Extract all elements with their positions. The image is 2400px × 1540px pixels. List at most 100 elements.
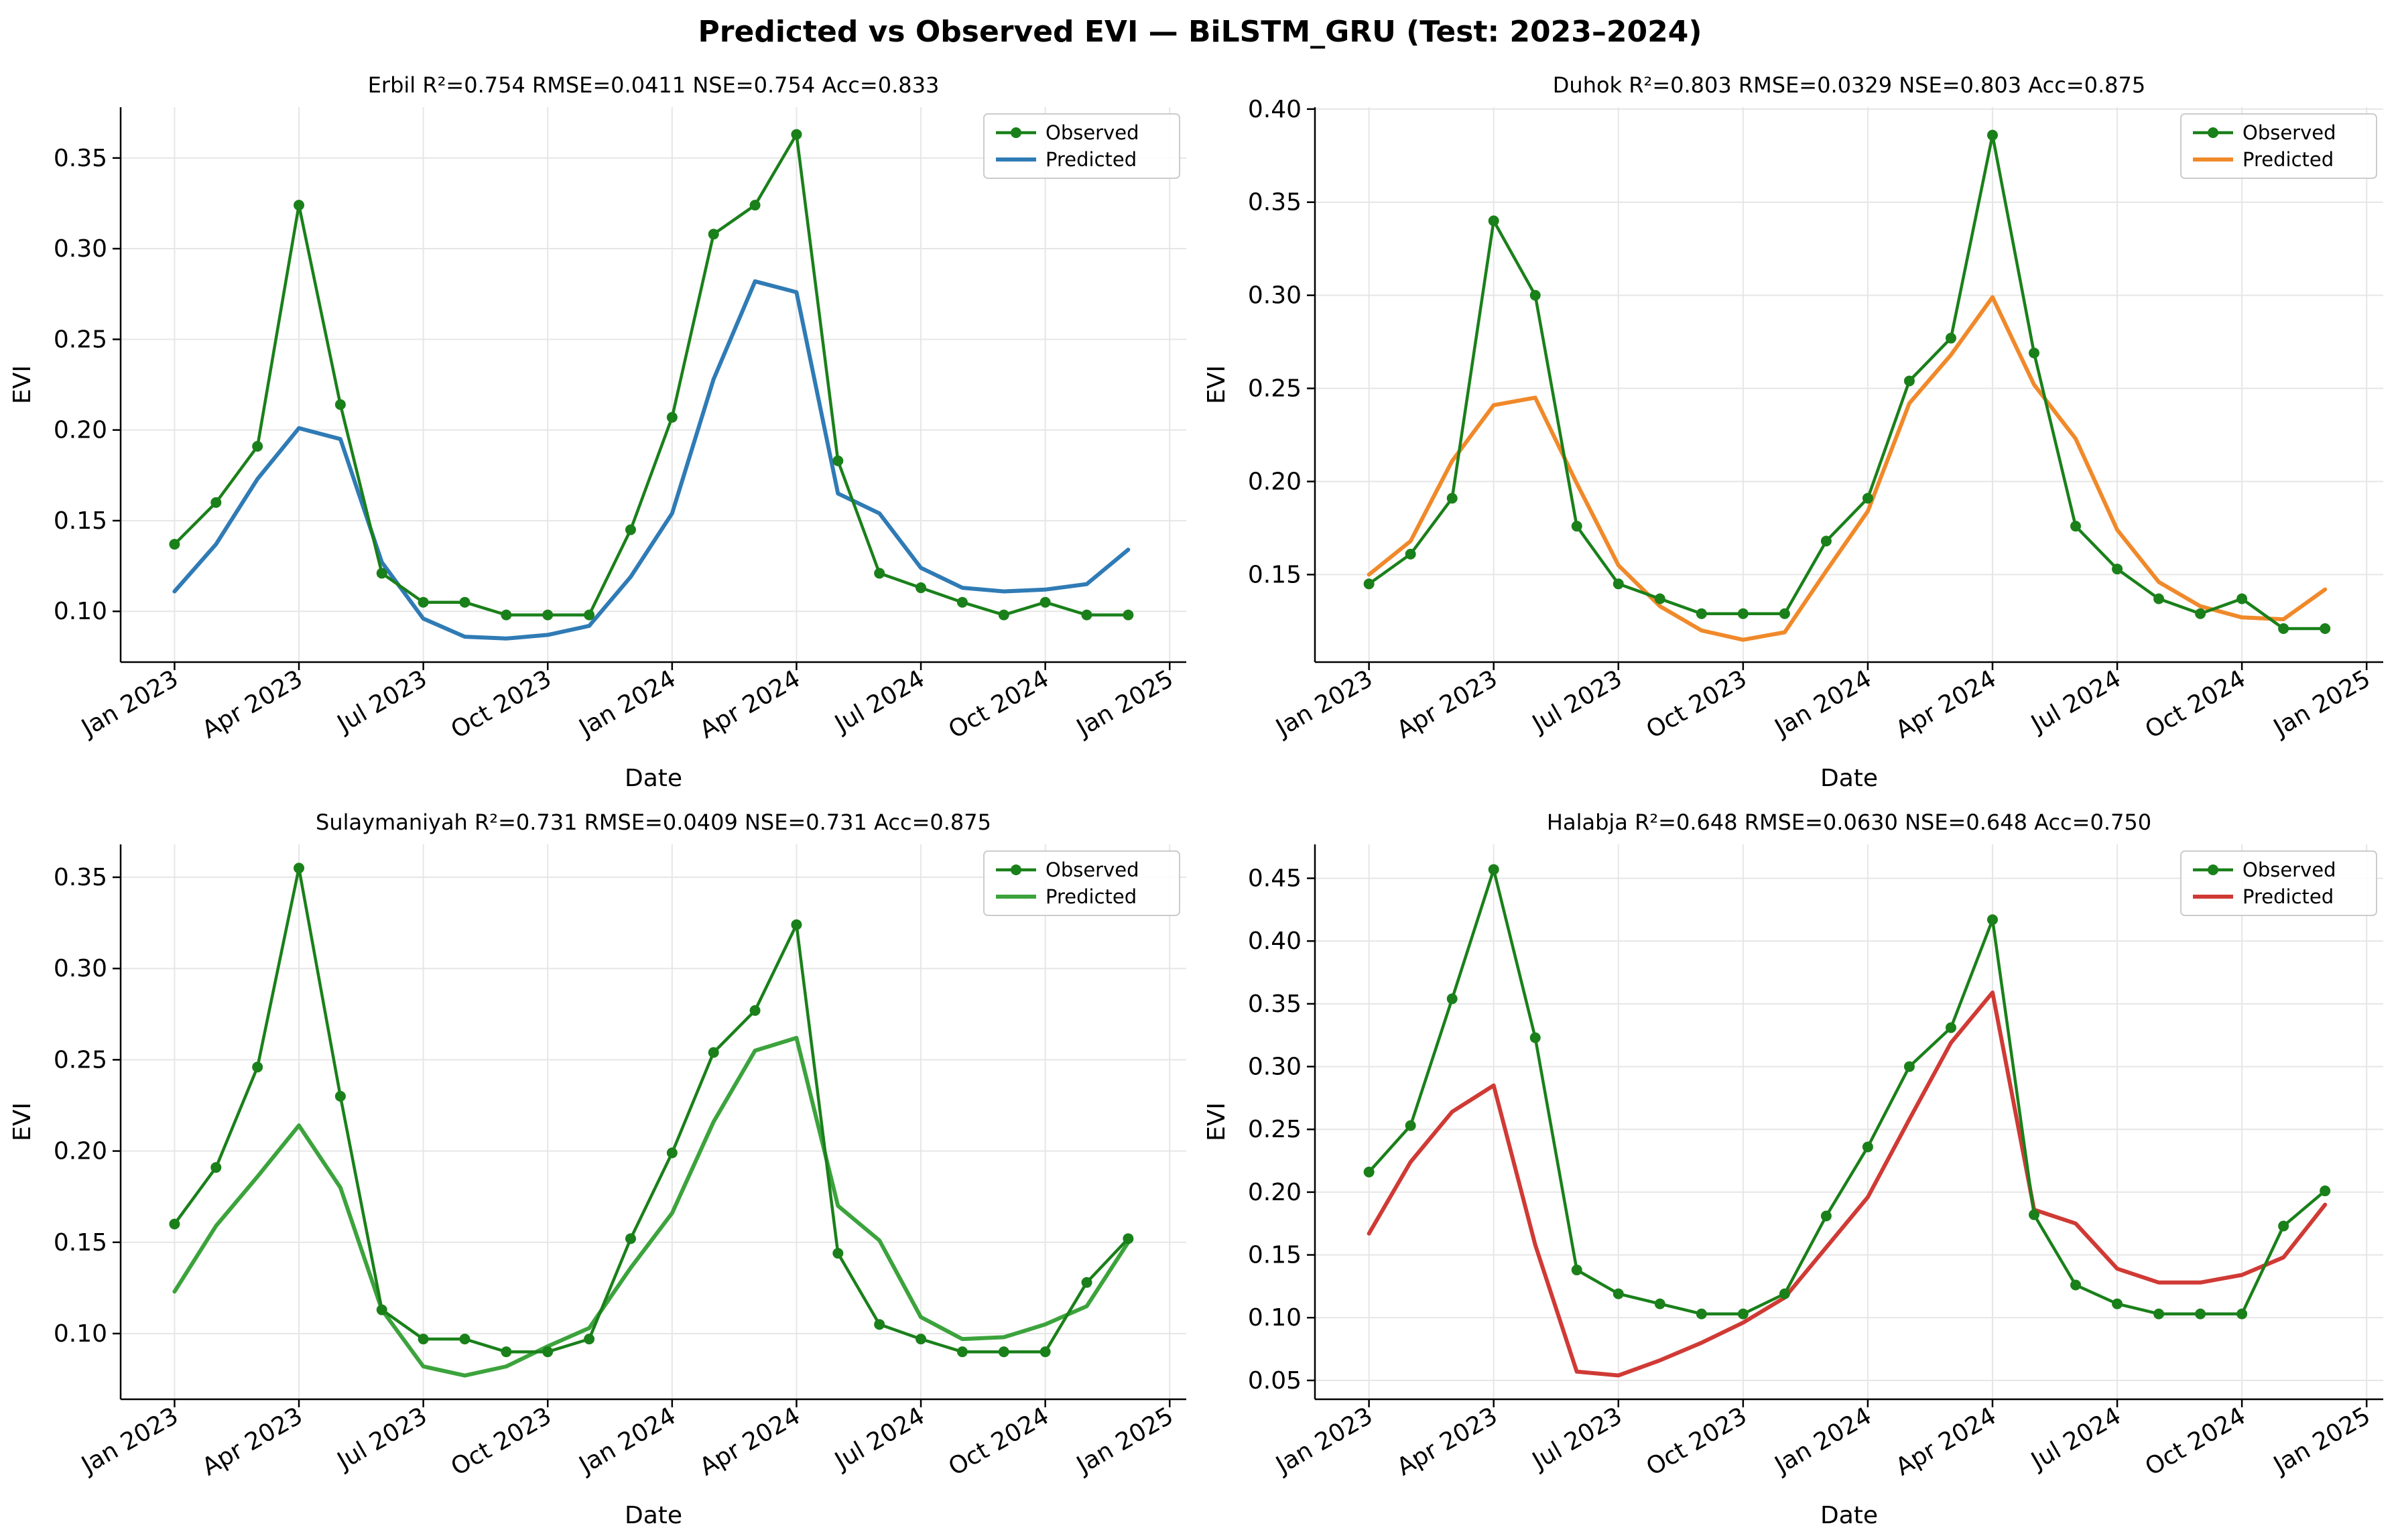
x-tick-label: Oct 2023 — [446, 1402, 556, 1481]
x-tick-label: Jan 2023 — [76, 1402, 183, 1480]
legend-entry-label: Predicted — [1046, 148, 1137, 171]
x-axis-label: Date — [1820, 1502, 1878, 1529]
x-tick-label: Apr 2024 — [695, 665, 805, 744]
chart-panel: 0.05 0.10 0.15 0.20 0.25 0.30 0.35 0.40 0.45 Jan … — [1203, 810, 2383, 1529]
x-tick-label: Oct 2024 — [2141, 665, 2251, 744]
x-tick-label: Jul 2024 — [2025, 1402, 2125, 1476]
y-tick-label: 0.20 — [1248, 468, 1302, 495]
subplot-title: Halabja R²=0.648 RMSE=0.0630 NSE=0.648 A… — [1547, 810, 2151, 835]
observed-data-point — [791, 129, 802, 140]
legend-box — [2180, 850, 2377, 916]
observed-data-point — [2195, 608, 2206, 619]
observed-data-point — [334, 399, 346, 410]
y-tick-label: 0.40 — [1248, 927, 1302, 955]
legend-observed-marker — [1011, 127, 1021, 138]
observed-data-point — [1613, 578, 1624, 590]
observed-data-point — [1571, 1265, 1582, 1276]
y-tick-label: 0.25 — [1248, 375, 1302, 403]
observed-data-point — [376, 1304, 387, 1316]
observed-data-point — [1571, 521, 1582, 532]
observed-data-point — [2029, 347, 2040, 359]
x-tick-label: Oct 2023 — [446, 665, 556, 744]
observed-data-point — [1779, 1288, 1790, 1299]
y-tick-label: 0.40 — [1248, 96, 1302, 123]
observed-data-point — [1363, 578, 1375, 590]
observed-data-point — [1820, 1210, 1832, 1222]
legend: Observed Predicted — [983, 850, 1180, 916]
chart-panel: 0.10 0.15 0.20 0.25 0.30 0.35 Jan 2023 Apr 2023… — [9, 72, 1186, 792]
x-tick-label: Jan 2025 — [1071, 1402, 1178, 1480]
observed-data-point — [2112, 564, 2123, 575]
x-tick-label: Apr 2023 — [198, 1402, 308, 1481]
observed-data-point — [501, 1346, 512, 1358]
observed-series-line — [173, 133, 1130, 617]
observed-data-point — [1779, 608, 1790, 619]
observed-data-point — [2070, 521, 2082, 532]
observed-data-point — [791, 919, 802, 930]
legend-entry-label: Predicted — [2243, 148, 2334, 171]
observed-data-point — [1862, 493, 1873, 504]
legend-box — [2180, 113, 2377, 179]
observed-data-point — [1039, 1346, 1051, 1358]
observed-data-point — [459, 1334, 470, 1345]
observed-series-line — [1367, 868, 2327, 1316]
observed-data-point — [2195, 1308, 2206, 1320]
figure-title: Predicted vs Observed EVI — BiLSTM_GRU (… — [698, 15, 1702, 49]
observed-data-point — [874, 1319, 885, 1330]
x-tick-label: Jan 2023 — [1271, 665, 1378, 743]
x-tick-label: Jan 2025 — [1071, 665, 1178, 743]
y-tick-label: 0.30 — [54, 955, 107, 982]
y-tick-label: 0.10 — [54, 1320, 107, 1348]
subplot-title: Erbil R²=0.754 RMSE=0.0411 NSE=0.754 Acc… — [368, 72, 940, 98]
x-tick-label: Jul 2024 — [829, 665, 929, 739]
legend-observed-marker — [2208, 127, 2218, 138]
observed-data-point — [832, 1248, 844, 1259]
y-tick-label: 0.30 — [1248, 282, 1302, 310]
subplot-title: Sulaymaniyah R²=0.731 RMSE=0.0409 NSE=0.… — [316, 810, 991, 835]
observed-data-point — [1363, 1166, 1375, 1177]
observed-data-point — [1488, 864, 1499, 875]
legend: Observed Predicted — [2180, 113, 2377, 179]
observed-data-point — [1696, 1308, 1707, 1320]
y-tick-label: 0.25 — [54, 326, 107, 353]
observed-data-point — [252, 441, 263, 452]
observed-data-point — [1903, 1061, 1915, 1072]
observed-data-point — [915, 1334, 927, 1345]
observed-data-point — [1654, 593, 1665, 604]
x-tick-label: Jan 2023 — [1271, 1402, 1378, 1480]
observed-data-point — [1488, 215, 1499, 227]
observed-data-point — [584, 1334, 595, 1345]
observed-data-point — [584, 609, 595, 621]
x-tick-label: Oct 2024 — [944, 1402, 1054, 1481]
observed-data-point — [1405, 1120, 1416, 1131]
observed-data-point — [542, 1346, 554, 1358]
y-tick-label: 0.35 — [54, 145, 107, 172]
y-tick-label: 0.15 — [54, 1229, 107, 1257]
observed-data-point — [418, 596, 429, 608]
observed-data-point — [459, 596, 470, 608]
y-tick-label: 0.35 — [54, 864, 107, 891]
x-tick-label: Jan 2025 — [2268, 665, 2375, 743]
y-tick-label: 0.25 — [54, 1046, 107, 1074]
observed-data-point — [708, 1047, 719, 1058]
legend: Observed Predicted — [983, 113, 1180, 179]
observed-data-point — [1737, 1308, 1749, 1320]
observed-data-point — [169, 539, 180, 550]
observed-data-point — [1945, 1022, 1956, 1033]
x-tick-label: Jan 2024 — [574, 1402, 681, 1480]
chart-panel: 0.15 0.20 0.25 0.30 0.35 0.40 Jan 2023 Apr 2023… — [1203, 72, 2383, 792]
y-axis-label: EVI — [9, 365, 36, 404]
legend-entry-label: Observed — [2243, 121, 2336, 144]
y-tick-label: 0.25 — [1248, 1116, 1302, 1143]
observed-data-point — [2320, 1185, 2331, 1197]
x-tick-label: Oct 2023 — [1642, 1402, 1752, 1481]
observed-data-point — [998, 609, 1009, 621]
legend-entry-label: Observed — [2243, 858, 2336, 881]
observed-data-point — [1529, 1032, 1541, 1043]
observed-data-point — [666, 1147, 678, 1159]
x-tick-label: Jul 2024 — [829, 1402, 929, 1476]
y-tick-label: 0.15 — [1248, 1242, 1302, 1269]
x-tick-label: Jul 2024 — [2025, 665, 2125, 739]
y-tick-label: 0.20 — [1248, 1179, 1302, 1206]
observed-data-point — [1446, 993, 1458, 1005]
